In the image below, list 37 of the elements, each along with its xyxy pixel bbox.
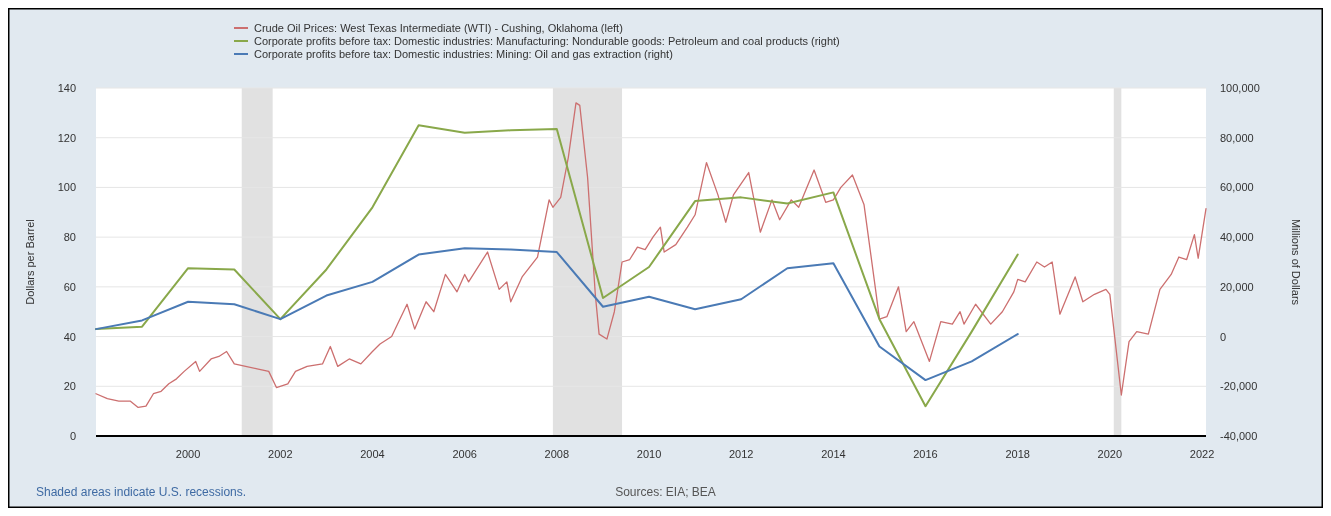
y-tick-label: 120 [57,131,76,144]
x-tick-label: 2010 [636,448,662,460]
x-tick-label: 2016 [913,448,938,460]
line-series [95,102,1207,409]
y-tick-label: 60 [63,280,76,293]
y2-tick-label: 0 [1220,330,1227,343]
y-tick-label: 100 [57,181,76,194]
y-tick-label: 0 [69,430,76,442]
x-tick-label: 2002 [268,448,293,460]
y-tick-label: 140 [57,82,76,94]
legend-label: Crude Oil Prices: West Texas Intermediate (WTI) - Cushing, Oklahoma (left) [254,22,623,34]
y2-tick-label: 60,000 [1220,181,1254,194]
y-tick-label: 80 [63,231,76,244]
y2-tick-label: 80,000 [1220,131,1254,144]
y2-tick-label: 20,000 [1220,280,1254,293]
x-tick-label: 2008 [544,448,570,460]
source-note: Sources: EIA; BEA [615,485,716,499]
text: Shaded areas indicate U.S. recessions. [36,485,247,499]
x-tick-label: 2022 [1189,448,1215,460]
x-tick-label: 2012 [728,448,754,460]
x-tick-label: 2018 [1005,448,1030,460]
y2-tick-label: -40,000 [1220,430,1258,442]
y2-tick-label: 40,000 [1220,231,1254,244]
y-axis-title: Dollars per Barrel [24,219,36,305]
y2-tick-label: 100,000 [1220,82,1260,94]
x-tick-label: 2006 [452,448,477,460]
x-tick-label: 2014 [821,448,846,460]
y2-tick-label: -20,000 [1220,380,1258,393]
x-tick-label: 2000 [175,448,201,460]
line-series [95,247,1019,382]
y-tick-label: 40 [63,330,76,343]
legend-label: Corporate profits before tax: Domestic industries: Mining: Oil and gas extraction (right) [254,48,673,60]
x-tick-label: 2004 [360,448,385,460]
y2-axis-title: Millions of Dollars [1290,218,1302,306]
x-tick-label: 2020 [1097,448,1123,460]
y-tick-label: 20 [63,380,76,393]
legend-label: Corporate profits before tax: Domestic industries: Manufacturing: Nondurable goods: Petroleum and coal products (right) [254,35,840,47]
